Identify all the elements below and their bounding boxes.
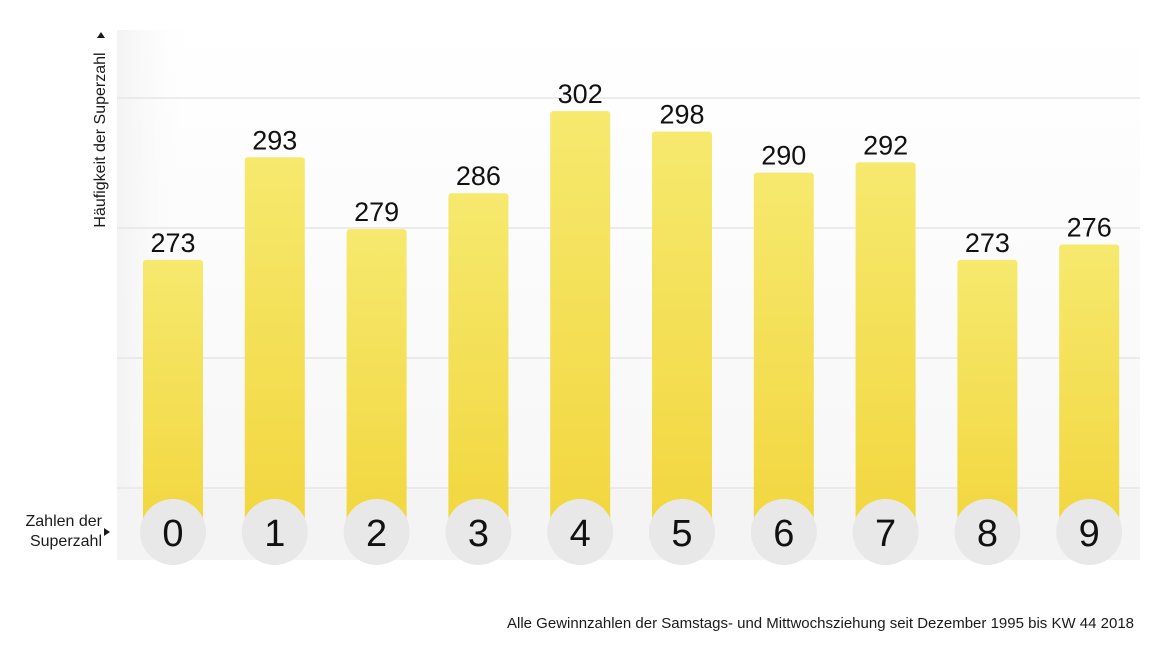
category-badge-4 — [547, 499, 614, 565]
x-axis-label: Zahlen der Superzahl — [25, 513, 103, 550]
tick-label-2: 2 — [366, 513, 387, 555]
tick-label-3: 3 — [468, 513, 489, 555]
data-label-7: 292 — [863, 130, 908, 160]
data-label-0: 273 — [150, 228, 195, 258]
category-badge-6 — [750, 499, 817, 565]
x-axis-arrow — [104, 528, 110, 536]
tick-label-8: 8 — [977, 513, 998, 555]
bar-8 — [957, 259, 1018, 532]
bar-6 — [753, 172, 814, 532]
data-label-5: 298 — [659, 100, 704, 130]
tick-label-5: 5 — [671, 513, 692, 555]
category-badge-9 — [1056, 499, 1123, 565]
category-badge-5 — [649, 499, 715, 565]
data-label-8: 273 — [965, 228, 1010, 258]
tick-label-6: 6 — [773, 513, 794, 555]
category-badge-2 — [343, 499, 410, 565]
tick-label-1: 1 — [264, 513, 285, 555]
tick-label-4: 4 — [570, 513, 591, 555]
tick-label-7: 7 — [875, 513, 896, 555]
data-label-6: 290 — [761, 141, 806, 171]
data-label-4: 302 — [558, 79, 603, 109]
footnote: Alle Gewinnzahlen der Samstags- und Mitt… — [507, 615, 1134, 632]
bar-9 — [1059, 244, 1120, 533]
category-badge-0 — [140, 499, 206, 565]
category-badge-7 — [852, 499, 919, 565]
y-axis-arrow — [97, 32, 105, 38]
y-axis-label-wrap: Häufigkeit der Superzahl — [88, 32, 114, 248]
data-label-3: 286 — [456, 161, 501, 191]
data-label-2: 279 — [354, 197, 399, 227]
category-badge-1 — [241, 499, 308, 565]
tick-label-9: 9 — [1079, 513, 1100, 555]
data-label-9: 276 — [1067, 213, 1112, 243]
bar-3 — [448, 193, 509, 532]
bar-7 — [855, 162, 916, 532]
bar-0 — [143, 259, 203, 532]
y-axis-label: Häufigkeit der Superzahl — [92, 52, 109, 228]
data-label-1: 293 — [252, 125, 297, 155]
bar-1 — [244, 157, 305, 532]
bar-4 — [550, 111, 611, 533]
bar-2 — [346, 229, 407, 532]
category-badge-8 — [954, 499, 1021, 565]
category-badge-3 — [445, 499, 512, 565]
tick-label-0: 0 — [162, 513, 183, 555]
bar-5 — [652, 131, 712, 532]
